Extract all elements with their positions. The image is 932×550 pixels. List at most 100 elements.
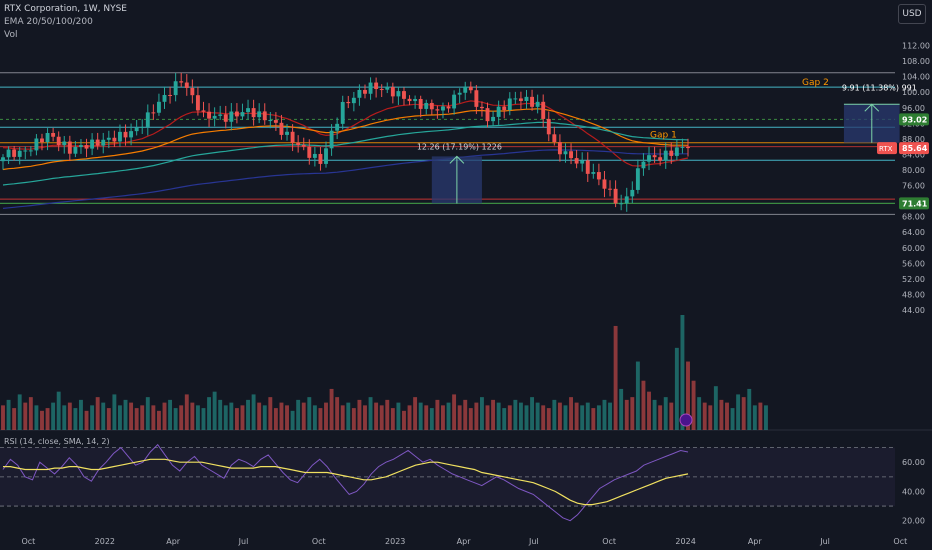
volume-bar bbox=[357, 399, 362, 430]
volume-bar bbox=[40, 410, 44, 430]
volume-bar bbox=[452, 394, 457, 430]
volume-bar bbox=[624, 399, 629, 430]
candle-body bbox=[324, 148, 328, 164]
candle-body bbox=[179, 81, 184, 83]
volume-bar bbox=[67, 402, 72, 430]
candle-body bbox=[162, 94, 167, 102]
candle-body bbox=[112, 137, 117, 142]
volume-bar bbox=[413, 397, 418, 430]
volume-bar bbox=[296, 399, 301, 430]
candle-body bbox=[624, 196, 629, 204]
candle-body bbox=[285, 131, 289, 135]
volume-bar bbox=[390, 408, 395, 430]
volume-bar bbox=[541, 405, 546, 430]
candle-body bbox=[574, 158, 579, 164]
volume-bar bbox=[28, 397, 33, 430]
volume-bar bbox=[273, 408, 278, 430]
volume-pane bbox=[1, 315, 768, 430]
candle-body bbox=[546, 118, 551, 135]
symbol-title[interactable]: RTX Corporation, 1W, NYSE bbox=[4, 4, 127, 14]
candle-body bbox=[273, 120, 278, 123]
time-tick: Apr bbox=[457, 537, 472, 546]
volume-bar bbox=[596, 405, 601, 430]
candle-body bbox=[479, 106, 484, 109]
volume-bar bbox=[1, 405, 5, 430]
candle-body bbox=[686, 146, 690, 149]
volume-bar bbox=[229, 402, 234, 430]
candle-body bbox=[84, 145, 89, 149]
candle-body bbox=[535, 101, 540, 107]
arrow-head-left bbox=[449, 155, 465, 164]
volume-bar bbox=[374, 402, 379, 430]
time-tick: Jul bbox=[819, 537, 830, 546]
volume-bar bbox=[262, 405, 267, 430]
volume-bar bbox=[223, 405, 228, 430]
rsi-line bbox=[2, 443, 689, 522]
volume-bar bbox=[652, 399, 657, 430]
volume-bar bbox=[368, 397, 373, 430]
candle-body bbox=[251, 108, 256, 118]
currency-button[interactable]: USD bbox=[898, 4, 926, 24]
volume-bar bbox=[429, 408, 434, 430]
candle-body bbox=[223, 114, 228, 122]
volume-bar bbox=[190, 402, 195, 430]
volume-bar bbox=[608, 402, 612, 430]
price-tick: 80.00 bbox=[902, 166, 925, 175]
candle-body bbox=[569, 151, 573, 159]
volume-bar bbox=[736, 394, 741, 430]
candle-body bbox=[34, 138, 39, 151]
volume-bar bbox=[95, 397, 100, 430]
candle-body bbox=[190, 87, 195, 96]
volume-bar bbox=[680, 315, 685, 430]
volume-bar bbox=[524, 405, 529, 430]
volume-bar bbox=[407, 405, 412, 430]
candle-body bbox=[129, 131, 134, 138]
volume-bar bbox=[290, 410, 295, 430]
volume-bar bbox=[106, 408, 111, 430]
candle-body bbox=[173, 81, 178, 96]
time-tick: Apr bbox=[166, 537, 181, 546]
volume-bar bbox=[552, 399, 557, 430]
volume-bar bbox=[123, 399, 128, 430]
volume-bar bbox=[218, 399, 223, 430]
candle-body bbox=[435, 109, 440, 111]
candle-body bbox=[335, 123, 340, 131]
ema-legend[interactable]: EMA 20/50/100/200 bbox=[4, 17, 93, 27]
candle-body bbox=[40, 138, 44, 143]
price-tick: 48.00 bbox=[902, 290, 925, 299]
volume-bar bbox=[441, 405, 445, 430]
volume-bar bbox=[340, 405, 345, 430]
time-tick: Jul bbox=[528, 537, 539, 546]
volume-bar bbox=[301, 402, 306, 430]
rsi-ma-line bbox=[3, 458, 689, 506]
price-tick: 88.00 bbox=[902, 135, 925, 144]
time-tick: 2023 bbox=[385, 537, 405, 546]
volume-bar bbox=[635, 361, 640, 430]
volume-bar bbox=[17, 394, 22, 430]
volume-bar bbox=[719, 399, 724, 430]
volume-bar bbox=[240, 405, 245, 430]
candle-body bbox=[229, 111, 234, 122]
volume-bar bbox=[691, 380, 696, 430]
ema-50-line bbox=[2, 108, 689, 171]
volume-bar bbox=[257, 402, 262, 430]
volume-legend[interactable]: Vol bbox=[4, 30, 18, 40]
candle-body bbox=[73, 146, 78, 154]
volume-bar bbox=[6, 399, 11, 430]
volume-bar bbox=[162, 402, 167, 430]
candle-body bbox=[596, 172, 601, 180]
volume-bar bbox=[602, 399, 607, 430]
volume-bar bbox=[502, 408, 507, 430]
candle-body bbox=[424, 102, 429, 109]
volume-bar bbox=[468, 408, 473, 430]
candle-body bbox=[524, 96, 529, 101]
symbol-badge-text: RTX bbox=[879, 145, 893, 153]
candle-body bbox=[257, 111, 262, 118]
price-badge-text: 71.41 bbox=[902, 199, 928, 208]
candle-body bbox=[407, 98, 412, 102]
volume-bar bbox=[758, 402, 763, 430]
volume-bar bbox=[563, 405, 568, 430]
candle-body bbox=[156, 101, 161, 113]
volume-bar bbox=[385, 399, 390, 430]
